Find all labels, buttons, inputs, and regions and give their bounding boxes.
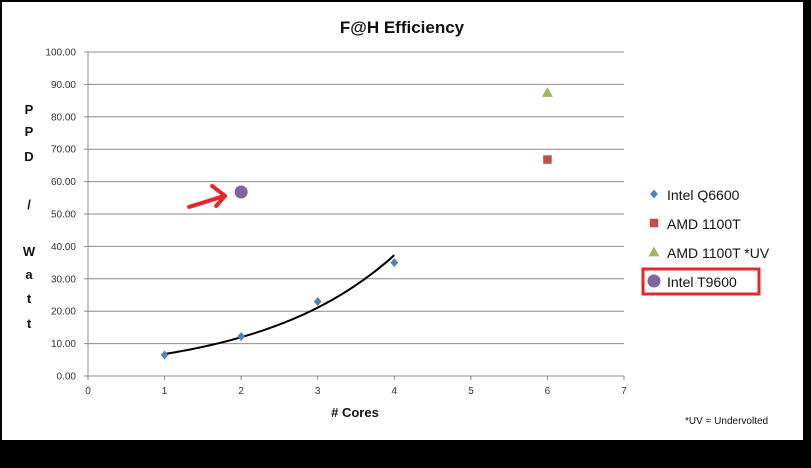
point-intel-q6600: [390, 258, 399, 268]
legend-amd-1100t-uv-marker: [648, 246, 660, 257]
arrow-head: [210, 183, 228, 208]
chart-frame: 0.00 10.00 20.00 30.00 40.00 50.00 60.00 70.00 8…: [2, 2, 803, 440]
x-tick-label: 0: [85, 386, 91, 397]
legend-highlight-box: [641, 267, 761, 296]
y-tick-label: 0.00: [57, 372, 77, 383]
y-tick-label: 40.00: [51, 242, 76, 253]
legend-amd-1100t-uv-label: AMD 1100T *UV: [667, 245, 770, 261]
point-intel-q6600: [237, 331, 245, 341]
y-tick-label: 30.00: [51, 274, 76, 285]
legend-layer: Intel Q6600 AMD 1100T AMD 1100T *UV Intel T…: [641, 187, 770, 296]
arrow-shaft: [187, 194, 224, 209]
x-tick-label: 5: [468, 386, 474, 397]
y-axis-title-char: /: [27, 197, 31, 212]
y-axis-title-char: P: [25, 102, 34, 117]
x-tick-label: 4: [392, 386, 398, 397]
legend-intel-t9600-label: Intel T9600: [667, 274, 737, 290]
x-tick-label: 1: [162, 386, 168, 397]
y-tick-label: 70.00: [51, 145, 76, 156]
marks-layer: [160, 87, 553, 360]
x-tick-label: 2: [238, 386, 244, 397]
legend-intel-q6600-label: Intel Q6600: [667, 187, 740, 203]
trend-layer: [164, 254, 395, 356]
point-amd-1100t-uv: [541, 87, 553, 97]
legend-intel-q6600-marker: [650, 189, 658, 199]
legend-intel-t9600-marker: [647, 274, 661, 288]
chart-svg: 0.00 10.00 20.00 30.00 40.00 50.00 60.00 70.00 8…: [23, 18, 770, 427]
y-tick-label: 50.00: [51, 210, 76, 221]
y-tick-label: 90.00: [51, 80, 76, 91]
y-axis-title-char: a: [25, 267, 33, 282]
y-axis-title-char: t: [27, 316, 32, 331]
y-tick-label: 100.00: [45, 48, 76, 59]
y-tick-label: 20.00: [51, 307, 76, 318]
y-axis-title-char: W: [23, 244, 36, 259]
point-intel-t9600: [234, 185, 248, 199]
axis-layer: 0.00 10.00 20.00 30.00 40.00 50.00 60.00 70.00 8…: [45, 48, 627, 398]
point-intel-q6600: [313, 296, 322, 306]
grid-layer: [88, 51, 624, 345]
trendline-intel-q6600: [164, 254, 395, 356]
legend-amd-1100t-marker: [649, 218, 659, 228]
x-tick-label: 7: [621, 386, 627, 397]
point-intel-q6600: [160, 350, 169, 360]
footnote: *UV = Undervolted: [685, 416, 768, 427]
x-axis-title: # Cores: [331, 405, 379, 420]
chart-title: F@H Efficiency: [340, 18, 465, 37]
y-tick-label: 80.00: [51, 112, 76, 123]
x-tick-label: 3: [315, 386, 321, 397]
y-tick-label: 60.00: [51, 177, 76, 188]
y-axis-title-char: D: [24, 149, 33, 164]
y-tick-label: 10.00: [51, 339, 76, 350]
y-axis-title-char: P: [25, 124, 34, 139]
legend-amd-1100t-label: AMD 1100T: [667, 216, 741, 232]
y-axis-title-char: t: [27, 291, 32, 306]
x-tick-label: 6: [545, 386, 551, 397]
point-amd-1100t: [543, 155, 552, 164]
annot-layer: [187, 183, 228, 209]
